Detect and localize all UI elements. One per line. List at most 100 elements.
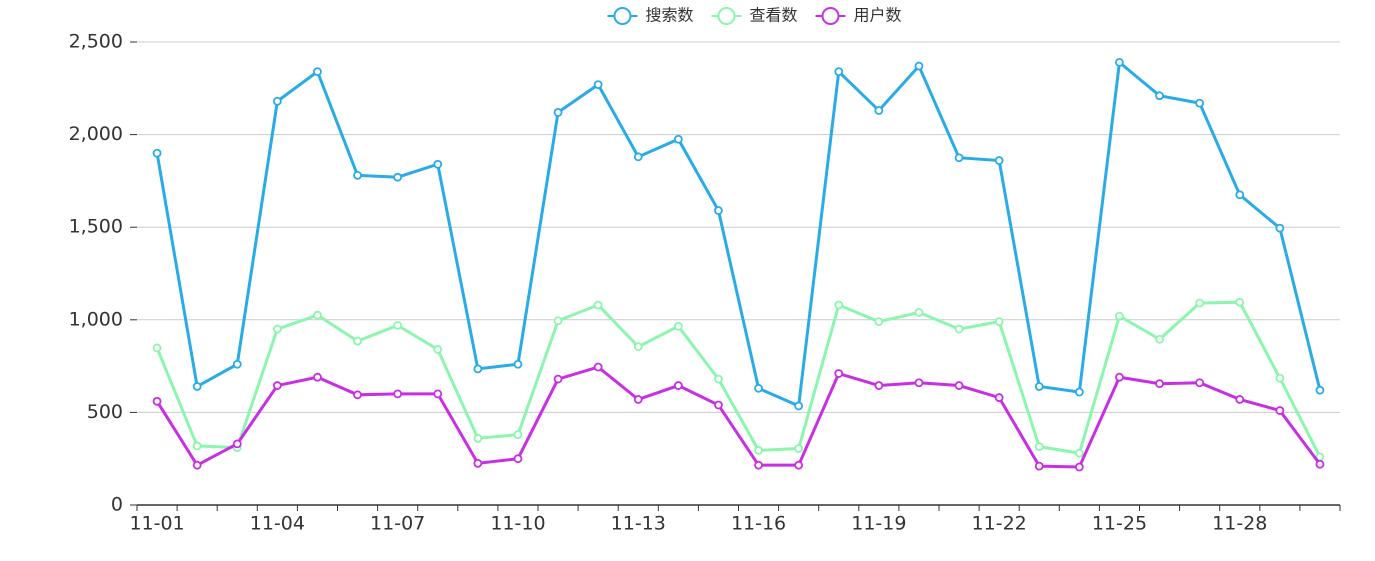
data-point <box>1074 462 1084 472</box>
data-point <box>1315 385 1325 395</box>
series-line <box>155 365 1322 469</box>
legend-marker <box>613 7 632 25</box>
data-point <box>714 206 723 215</box>
data-point <box>272 324 282 334</box>
y-tick-label: 2,500 <box>69 31 123 53</box>
data-point <box>673 321 683 331</box>
data-point <box>593 80 603 89</box>
legend-item[interactable]: 搜索数 <box>607 6 693 25</box>
series-line <box>155 300 1322 458</box>
x-tick-label: 11-13 <box>611 513 666 535</box>
data-point <box>272 96 282 106</box>
data-point <box>1155 334 1164 344</box>
data-point <box>1115 57 1124 67</box>
data-point <box>754 383 763 393</box>
x-tick-label: 11-01 <box>129 513 184 535</box>
series-line <box>155 59 1322 409</box>
x-tick-label: 11-28 <box>1212 513 1267 535</box>
data-point <box>834 369 844 378</box>
data-point <box>794 460 804 470</box>
data-point <box>433 345 443 354</box>
data-point <box>1275 373 1285 383</box>
y-tick-label: 0 <box>111 494 123 516</box>
data-point <box>553 374 563 384</box>
x-tick-label: 11-10 <box>490 513 545 535</box>
data-point <box>433 159 443 169</box>
data-point <box>1275 406 1285 415</box>
data-point <box>473 458 483 468</box>
data-point <box>393 320 403 330</box>
data-point <box>353 170 362 180</box>
data-point <box>553 316 563 326</box>
data-point <box>633 342 643 352</box>
data-point <box>954 324 964 334</box>
legend-label: 搜索数 <box>645 6 693 25</box>
legend: 搜索数 查看数 用户数 <box>607 6 902 25</box>
data-point <box>192 382 202 391</box>
data-point <box>1195 98 1205 108</box>
y-tick-label: 500 <box>87 401 123 423</box>
data-point <box>593 362 603 372</box>
y-tick-label: 2,000 <box>69 123 123 145</box>
data-point <box>393 389 403 399</box>
data-point <box>754 460 763 470</box>
legend-marker <box>821 7 840 25</box>
data-point <box>994 393 1004 402</box>
legend-item[interactable]: 用户数 <box>815 6 902 25</box>
data-point <box>232 439 242 449</box>
data-point <box>754 445 763 455</box>
data-point <box>874 106 884 115</box>
x-tick-label: 11-04 <box>250 513 305 535</box>
data-point <box>393 172 403 182</box>
data-point <box>313 372 322 382</box>
data-point <box>1034 461 1044 471</box>
legend-marker <box>717 7 736 25</box>
data-point <box>994 156 1004 165</box>
data-point <box>914 378 924 388</box>
data-point <box>433 389 443 399</box>
data-point <box>1034 442 1044 452</box>
y-tick-label: 1,500 <box>69 216 123 238</box>
data-point <box>794 401 804 411</box>
data-point <box>473 364 483 374</box>
data-point <box>714 400 723 410</box>
data-point <box>1235 297 1245 307</box>
data-point <box>272 381 282 390</box>
data-point <box>1034 382 1044 391</box>
data-point <box>834 67 844 77</box>
data-point <box>513 359 523 369</box>
data-point <box>353 390 362 400</box>
data-point <box>1275 223 1285 233</box>
x-tick-label: 11-22 <box>972 513 1027 535</box>
data-point <box>1235 190 1245 200</box>
data-point <box>1195 298 1205 308</box>
data-point <box>313 67 322 77</box>
y-tick-label: 1,000 <box>69 308 123 330</box>
data-point <box>513 454 523 464</box>
data-point <box>1155 91 1164 101</box>
data-point <box>954 153 964 163</box>
data-point <box>513 430 523 440</box>
x-tick-label: 11-19 <box>851 513 906 535</box>
data-point <box>673 134 683 144</box>
data-point <box>152 148 162 158</box>
data-point <box>232 359 242 369</box>
data-point <box>914 307 924 317</box>
data-point <box>874 381 884 390</box>
legend-item[interactable]: 查看数 <box>711 6 798 25</box>
data-point <box>553 107 563 117</box>
data-point <box>1315 459 1325 469</box>
x-tick-label: 11-25 <box>1092 513 1147 535</box>
data-point <box>313 310 322 320</box>
data-point <box>714 374 723 384</box>
x-tick-label: 11-16 <box>731 513 786 535</box>
data-point <box>192 460 202 470</box>
data-point <box>152 343 162 353</box>
data-point <box>192 441 202 451</box>
data-point <box>914 61 924 71</box>
data-point <box>1155 379 1164 389</box>
legend-label: 查看数 <box>749 6 797 25</box>
data-point <box>1074 387 1084 397</box>
